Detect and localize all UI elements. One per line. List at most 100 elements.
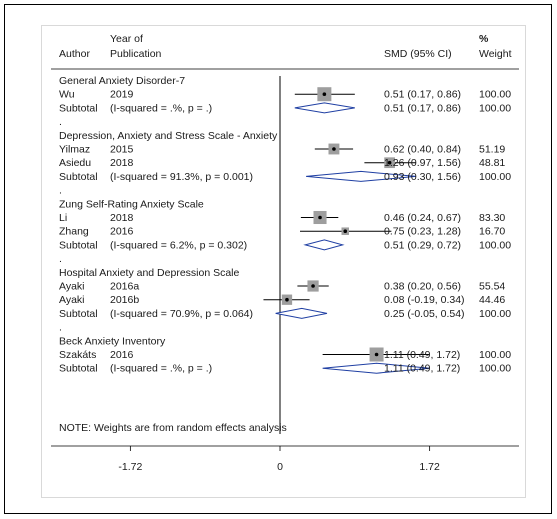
pooled-diamond [303,239,345,251]
weight-text: 100.00 [479,308,511,320]
point-estimate [322,92,327,96]
study-author: Yilmaz [59,144,90,156]
forest-row-study: Zhang 2016 0.75 (0.23, 1.28) 16.70 [59,226,505,238]
forest-row-group: Beck Anxiety Inventory [59,335,166,347]
subtotal-label: Subtotal [59,102,98,114]
x-tick-label: 0 [277,461,283,473]
study-year: 2015 [110,144,134,156]
ci-text: 1.26 (0.97, 1.56) [384,157,461,169]
forest-plot-panel: Year of Author Publication SMD (95% CI) … [42,26,525,497]
subtotal-label: Subtotal [59,239,98,251]
forest-plot: Year of Author Publication SMD (95% CI) … [51,33,519,473]
weight-text: 51.19 [479,144,505,156]
header-weight-line2: Weight [479,48,512,60]
forest-row-group: Hospital Anxiety and Depression Scale [59,267,240,279]
point-estimate [332,147,336,151]
study-author: Li [59,212,67,224]
x-tick-label: -1.72 [118,461,142,473]
forest-row-subtotal: Subtotal (I-squared = 91.3%, p = 0.001) 0.… [59,170,511,183]
forest-row-group: General Anxiety Disorder-7 [59,75,185,87]
forest-row-study: Ayaki 2016a 0.38 (0.20, 0.56) 55.54 [59,280,505,293]
study-author: Zhang [59,226,89,238]
forest-row-study: Szakáts 2016 1.11 (0.49, 1.72) 100.00 [59,347,511,362]
study-author: Ayaki [59,281,85,293]
ci-text: 0.51 (0.29, 0.72) [384,239,461,251]
spacer-dot: . [59,185,62,197]
weight-text: 100.00 [479,171,511,183]
spacer-dot: . [59,253,62,265]
forest-row-dot: . [59,116,62,128]
forest-row-dot: . [59,322,62,334]
footnote: NOTE: Weights are from random effects an… [59,422,287,434]
header-smd: SMD (95% CI) [384,48,452,60]
ci-text: 0.75 (0.23, 1.28) [384,226,461,238]
study-year: 2018 [110,212,134,224]
study-author: Asiedu [59,157,91,169]
pooled-diamond [306,170,416,182]
point-estimate [343,229,348,233]
ci-text: 0.51 (0.17, 0.86) [384,89,461,101]
ci-text: 0.08 (-0.19, 0.34) [384,294,465,306]
weight-text: 16.70 [479,226,505,238]
weight-text: 100.00 [479,363,511,375]
forest-row-group: Depression, Anxiety and Stress Scale - A… [59,130,278,142]
spacer-dot: . [59,116,62,128]
forest-row-subtotal: Subtotal (I-squared = .%, p = .) 1.11 (0.4… [59,362,511,375]
weight-text: 100.00 [479,239,511,251]
forest-row-study: Yilmaz 2015 0.62 (0.40, 0.84) 51.19 [59,144,505,156]
weight-text: 44.46 [479,294,505,306]
forest-row-subtotal: Subtotal (I-squared = .%, p = .) 0.51 (0.1… [59,102,511,114]
subtotal-heterogeneity: (I-squared = 6.2%, p = 0.302) [110,239,247,251]
ci-text: 1.11 (0.49, 1.72) [384,363,460,375]
forest-row-dot: . [59,253,62,265]
group-label: Beck Anxiety Inventory [59,335,166,347]
ci-text: 0.38 (0.20, 0.56) [384,281,461,293]
forest-row-subtotal: Subtotal (I-squared = 6.2%, p = 0.302) 0.5… [59,239,511,251]
pooled-diamond [322,362,430,374]
subtotal-heterogeneity: (I-squared = 70.9%, p = 0.064) [110,308,253,320]
forest-row-study: Wu 2019 0.51 (0.17, 0.86) 100.00 [59,87,511,102]
point-estimate [285,297,289,302]
subtotal-heterogeneity: (I-squared = .%, p = .) [110,363,212,375]
weight-text: 100.00 [479,89,511,101]
pooled-diamond [275,307,328,319]
group-label: Depression, Anxiety and Stress Scale - A… [59,130,278,142]
study-year: 2019 [110,89,134,101]
study-year: 2016 [110,226,134,238]
point-estimate [311,284,315,288]
study-year: 2016 [110,349,134,361]
forest-row-group: Zung Self-Rating Anxiety Scale [59,198,204,210]
header-year-line2: Publication [110,48,162,60]
weight-text: 83.30 [479,212,505,224]
point-estimate [387,160,392,165]
study-year: 2018 [110,157,134,169]
study-author: Wu [59,89,75,101]
header-weight-line1: % [479,33,489,45]
ci-text: 0.62 (0.40, 0.84) [384,144,461,156]
ci-text: 0.46 (0.24, 0.67) [384,212,461,224]
pooled-diamond [294,102,355,114]
x-tick-label: 1.72 [419,461,440,473]
weight-text: 100.00 [479,349,511,361]
weight-text: 48.81 [479,157,505,169]
group-label: General Anxiety Disorder-7 [59,75,185,87]
ci-text: 0.51 (0.17, 0.86) [384,102,461,114]
forest-row-study: Li 2018 0.46 (0.24, 0.67) 83.30 [59,210,505,225]
x-axis: -1.72 0 1.72 [118,446,440,473]
weight-text: 55.54 [479,281,505,293]
forest-row-dot: . [59,185,62,197]
weight-text: 100.00 [479,102,511,114]
point-estimate [374,352,379,357]
ci-text: 1.11 (0.49, 1.72) [384,349,460,361]
header-year-line1: Year of [110,33,143,45]
study-rows: General Anxiety Disorder-7 Wu 2019 0.51 (0.… [59,75,511,375]
group-label: Hospital Anxiety and Depression Scale [59,267,240,279]
subtotal-heterogeneity: (I-squared = .%, p = .) [110,102,212,114]
subtotal-heterogeneity: (I-squared = 91.3%, p = 0.001) [110,171,253,183]
header-author: Author [59,48,90,60]
forest-row-study: Asiedu 2018 1.26 (0.97, 1.56) 48.81 [59,157,505,169]
ci-text: 0.25 (-0.05, 0.54) [384,308,465,320]
study-author: Ayaki [59,294,85,306]
study-author: Szakáts [59,349,96,361]
forest-row-study: Ayaki 2016b 0.08 (-0.19, 0.34) 44.46 [59,294,505,306]
